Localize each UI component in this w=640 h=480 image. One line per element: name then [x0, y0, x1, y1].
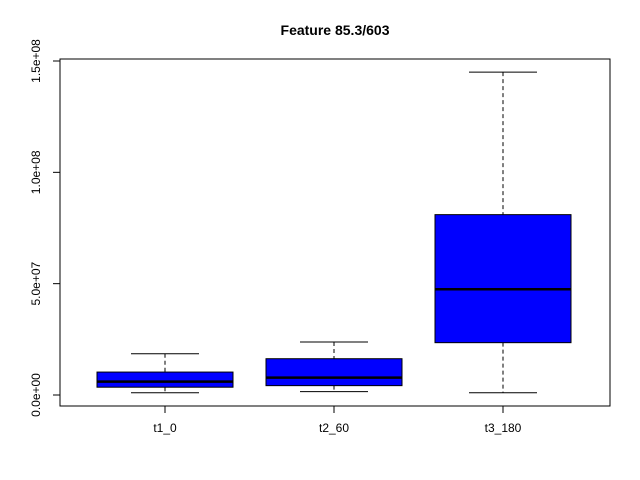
box-t2_60 [265, 358, 403, 387]
y-tick-label: 1.0e+08 [29, 150, 43, 194]
y-tick-label: 1.5e+08 [29, 39, 43, 83]
chart-title: Feature 85.3/603 [281, 22, 390, 38]
x-tick-label: t3_180 [485, 421, 522, 435]
x-tick-label: t2_60 [319, 421, 349, 435]
box-t1_0 [96, 371, 234, 388]
y-tick-label: 5.0e+07 [29, 261, 43, 305]
y-tick-label: 0.0e+00 [29, 373, 43, 417]
x-tick-label: t1_0 [153, 421, 177, 435]
plot-area: 0.0e+00 5.0e+07 1.0e+08 1.5e+08 t1_0 t2_60 t3_… [29, 39, 611, 435]
box-t3_180 [434, 214, 572, 344]
